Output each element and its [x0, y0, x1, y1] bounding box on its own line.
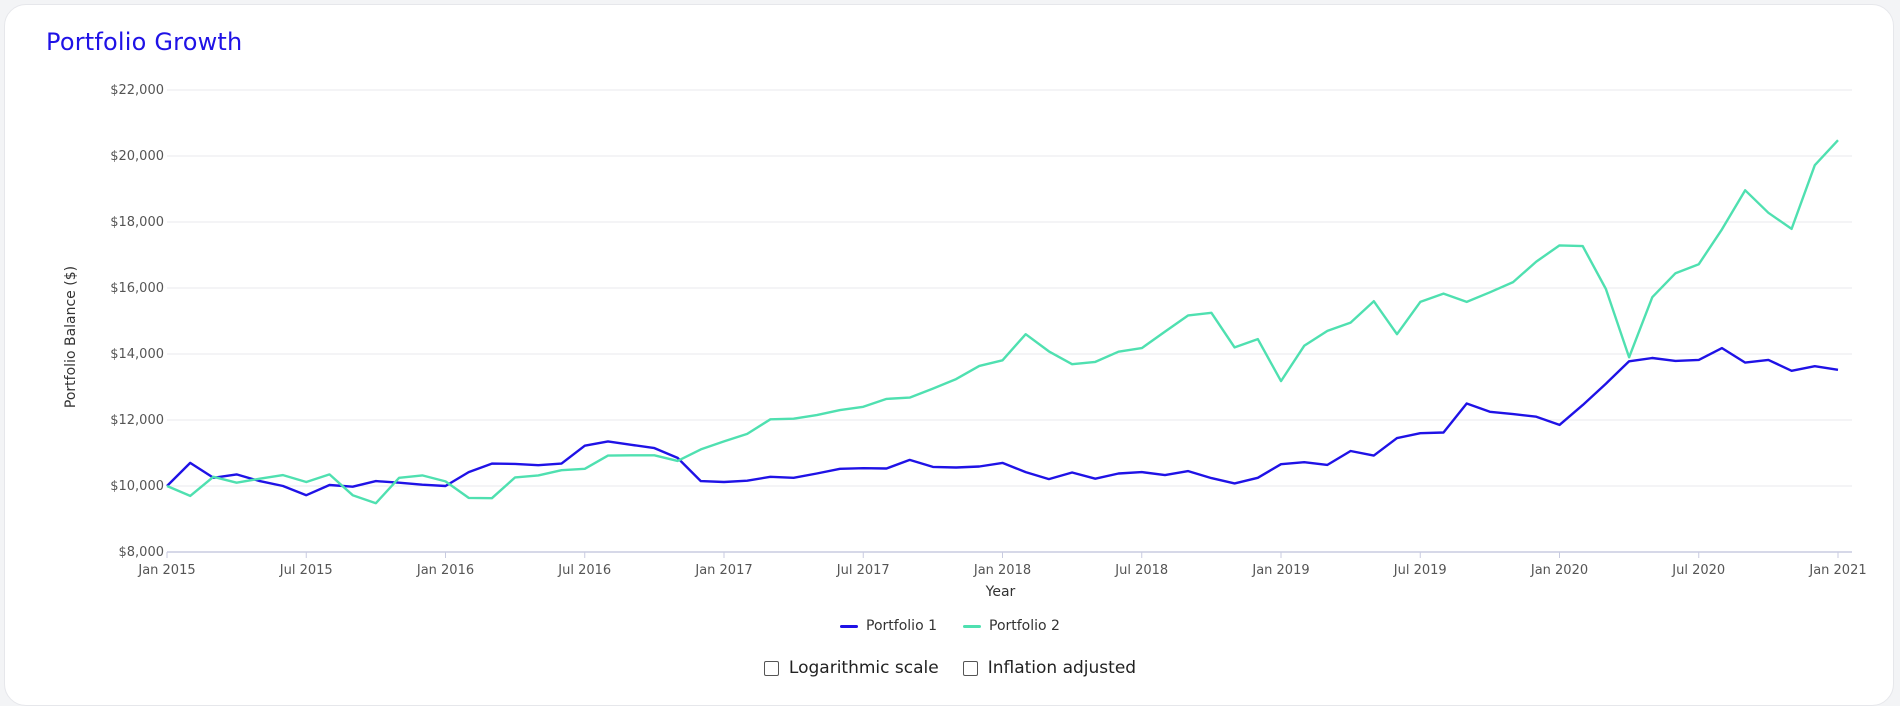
x-tick-label: Jul 2016: [557, 563, 611, 578]
grid-lines: [167, 89, 1852, 487]
chart-options: Logarithmic scale Inflation adjusted: [0, 658, 1900, 678]
y-tick-label: $22,000: [110, 83, 164, 98]
legend-label: Portfolio 1: [866, 618, 937, 634]
x-tick-label: Jan 2017: [694, 563, 752, 578]
y-tick-label: $14,000: [110, 347, 164, 362]
inflation-adjusted-checkbox[interactable]: [962, 660, 978, 676]
y-tick-label: $8,000: [119, 545, 165, 560]
legend-item-portfolio-1[interactable]: Portfolio 1: [840, 618, 937, 634]
x-tick-label: Jan 2019: [1251, 563, 1309, 578]
y-axis-title: Portfolio Balance ($): [63, 266, 79, 408]
y-tick-label: $16,000: [110, 281, 164, 296]
x-tick-label: Jan 2020: [1530, 563, 1588, 578]
series-line-portfolio-1: [166, 346, 1839, 497]
y-tick-label: $18,000: [110, 215, 164, 230]
x-tick-label: Jul 2019: [1393, 563, 1447, 578]
x-tick-label: Jul 2015: [279, 563, 333, 578]
inflation-adjusted-label: Inflation adjusted: [987, 658, 1137, 678]
chart-card: [4, 4, 1894, 706]
y-tick-label: $12,000: [110, 413, 164, 428]
inflation-adjusted-toggle[interactable]: Inflation adjusted: [962, 658, 1137, 678]
x-tick-label: Jul 2018: [1114, 563, 1168, 578]
x-axis-title: Year: [985, 584, 1016, 600]
x-tick-label: Jan 2016: [416, 563, 474, 578]
legend-label: Portfolio 2: [989, 618, 1060, 634]
legend: Portfolio 1 Portfolio 2: [0, 618, 1900, 634]
series-lines: [166, 139, 1839, 505]
legend-item-portfolio-2[interactable]: Portfolio 2: [963, 618, 1060, 634]
x-tick-label: Jan 2021: [1808, 563, 1866, 578]
legend-swatch: [963, 624, 981, 628]
page-title: Portfolio Growth: [46, 28, 243, 56]
series-line-portfolio-2: [166, 139, 1839, 505]
legend-swatch: [840, 624, 859, 628]
log-scale-label: Logarithmic scale: [788, 658, 939, 678]
log-scale-checkbox[interactable]: [763, 660, 779, 676]
line-chart: $8,000 $10,000 $12,000 $14,000 $16,000 $18,00…: [63, 83, 1867, 600]
x-tick-label: Jan 2018: [973, 563, 1031, 578]
x-axis: Jan 2015 Jul 2015 Jan 2016 Jul 2016 Jan 2017…: [137, 551, 1867, 578]
y-tick-label: $20,000: [110, 149, 164, 164]
log-scale-toggle[interactable]: Logarithmic scale: [763, 658, 939, 678]
y-tick-label: $10,000: [110, 479, 164, 494]
x-tick-label: Jul 2017: [836, 563, 890, 578]
x-tick-label: Jul 2020: [1671, 563, 1725, 578]
x-tick-label: Jan 2015: [137, 563, 195, 578]
y-axis-ticks: $8,000 $10,000 $12,000 $14,000 $16,000 $18,00…: [110, 83, 164, 560]
